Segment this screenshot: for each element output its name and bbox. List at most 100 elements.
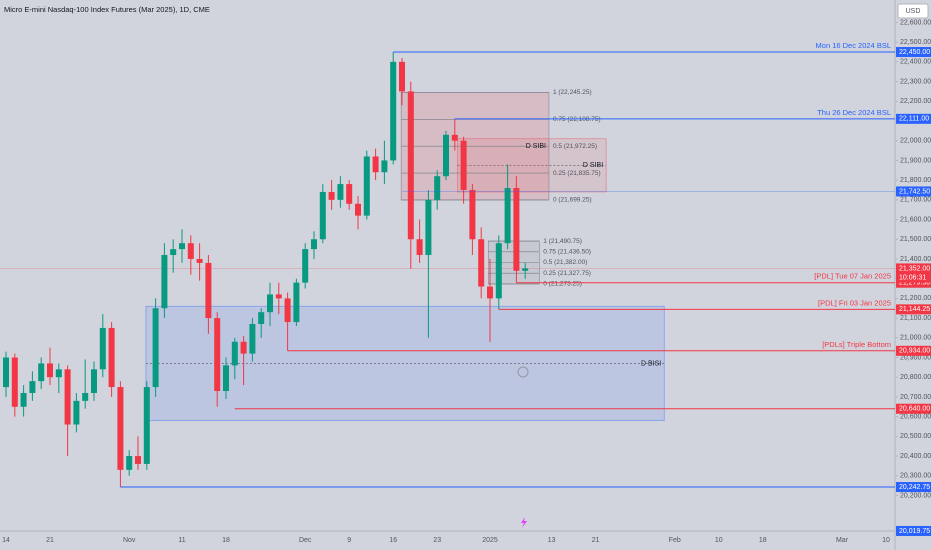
- candle-body: [223, 365, 229, 392]
- level-text: Mon 16 Dec 2024 BSL: [816, 41, 891, 50]
- fib-label: 0.25 (21,327.75): [543, 270, 591, 277]
- candle-body: [20, 392, 27, 407]
- countdown: 10:06:31: [899, 274, 926, 281]
- price-tag: [896, 345, 931, 356]
- candle-body: [522, 268, 529, 271]
- x-tick-label: 18: [222, 537, 230, 544]
- fib-label: 0.5 (21,972.25): [553, 143, 597, 150]
- y-tick-label: 20,500.00: [900, 433, 931, 440]
- y-tick-label: 20,700.00: [900, 394, 931, 401]
- zone-label: D SIBI: [583, 162, 603, 169]
- candle-body: [117, 387, 124, 470]
- candle-body: [478, 239, 485, 287]
- price-tag-label: 20,019.75: [899, 528, 930, 535]
- x-tick-label: 10: [715, 537, 723, 544]
- price-tag-label: 22,111.00: [899, 116, 929, 123]
- x-tick-label: 21: [592, 537, 600, 544]
- event-icon[interactable]: [521, 517, 527, 528]
- y-tick-label: 21,000.00: [900, 335, 931, 342]
- price-tag-label: 21,144.25: [899, 306, 930, 313]
- y-tick-label: 20,600.00: [900, 413, 931, 420]
- y-tick-label: 20,400.00: [900, 453, 931, 460]
- candle-body: [451, 134, 458, 141]
- price-tag: [896, 482, 931, 493]
- x-tick-label: 21: [46, 537, 54, 544]
- candle-body: [205, 262, 212, 319]
- info-icon[interactable]: [517, 366, 529, 378]
- price-tag: [896, 47, 931, 58]
- candle-body: [196, 258, 203, 263]
- y-tick-label: 22,500.00: [900, 39, 931, 46]
- candle-body: [108, 327, 115, 388]
- candle-body: [64, 369, 71, 425]
- currency-button[interactable]: [897, 3, 929, 19]
- candle-body: [363, 156, 370, 216]
- candle-body: [73, 400, 80, 425]
- price-tag: [896, 304, 931, 315]
- candle-body: [495, 243, 502, 299]
- x-tick-label: 13: [548, 537, 556, 544]
- y-tick-label: 21,600.00: [900, 216, 931, 223]
- candle-body: [337, 184, 344, 200]
- fib-label: 1 (22,245.25): [553, 89, 592, 96]
- candle-body: [460, 140, 467, 190]
- y-tick-label: 22,000.00: [900, 138, 931, 145]
- x-tick-label: 9: [347, 537, 351, 544]
- candle-body: [328, 191, 335, 200]
- candle-body: [355, 203, 361, 216]
- candle-body: [513, 188, 520, 271]
- candle-body: [267, 294, 273, 313]
- fib-label: 1 (21,490.75): [543, 238, 582, 245]
- price-tag-label: 20,934.00: [899, 348, 930, 355]
- price-tag: [896, 277, 931, 288]
- candle-body: [187, 243, 194, 259]
- x-tick-label: 16: [389, 537, 397, 544]
- plot: D BISI D SIBI 1 (22,245.25) 0.75 (22,108.75…: [0, 51, 895, 488]
- price-tag-label: 21,742.50: [899, 188, 930, 195]
- fib-title: D SIBI: [526, 143, 546, 150]
- price-tag-label: 20,242.75: [899, 484, 930, 491]
- zone-label: D BISI: [641, 360, 661, 367]
- level-text: [PDL] Fri 03 Jan 2025: [818, 298, 891, 307]
- candle-body: [3, 357, 9, 388]
- candle-body: [372, 156, 379, 173]
- y-tick-label: 21,800.00: [900, 177, 931, 184]
- candle-body: [47, 363, 53, 378]
- candle-body: [434, 176, 441, 200]
- price-tag: [896, 186, 931, 197]
- candle-body: [214, 318, 221, 392]
- candle-body: [416, 239, 423, 256]
- candle-body: [258, 312, 265, 324]
- candle-body: [381, 160, 388, 173]
- y-tick-label: 21,500.00: [900, 236, 931, 243]
- price-tag-label: 20,640.00: [899, 406, 930, 413]
- price-tag-label: 21,279.50: [899, 280, 930, 287]
- candle-body: [311, 239, 317, 250]
- y-tick-label: 21,400.00: [900, 256, 931, 263]
- candle-body: [135, 456, 141, 464]
- x-tick-label: Mar: [836, 537, 849, 544]
- candle-body: [275, 294, 282, 299]
- last-price-label: 21,352.00: [899, 265, 930, 272]
- x-tick-label: Feb: [669, 537, 681, 544]
- fib-label: 0 (21,699.25): [553, 197, 592, 204]
- y-tick-label: 22,600.00: [900, 19, 931, 26]
- x-tick-label: 11: [178, 537, 185, 544]
- candle-body: [143, 387, 150, 464]
- currency[interactable]: USD: [906, 8, 921, 15]
- candle-body: [231, 341, 238, 366]
- y-tick-label: 20,300.00: [900, 473, 931, 480]
- y-tick-label: 21,900.00: [900, 157, 931, 164]
- candle-body: [170, 249, 177, 256]
- y-tick-label: 21,100.00: [900, 315, 931, 322]
- x-tick-label: 10: [882, 537, 890, 544]
- level-text: Thu 26 Dec 2024 BSL: [817, 108, 891, 117]
- price-tag: [896, 403, 931, 414]
- price-tag: [896, 525, 931, 536]
- fib-label: 0.5 (21,382.00): [543, 259, 587, 266]
- chart-title: Micro E-mini Nasdaq-100 Index Futures (M…: [4, 5, 210, 14]
- candle-body: [240, 341, 247, 354]
- candle-body: [443, 134, 449, 177]
